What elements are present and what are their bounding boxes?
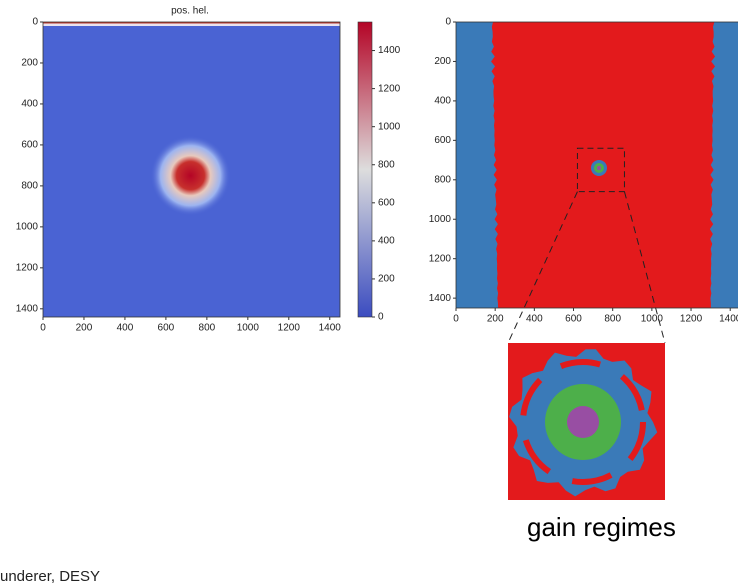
y-tick-label: 1200 — [16, 262, 39, 273]
blue-band — [710, 22, 738, 308]
y-tick-label: 1000 — [16, 222, 39, 233]
x-tick-label: 800 — [604, 314, 621, 325]
colorbar-tick-label: 1000 — [378, 121, 401, 132]
y-tick-label: 600 — [434, 135, 451, 146]
y-tick-label: 600 — [21, 140, 38, 151]
x-tick-label: 0 — [40, 323, 46, 334]
colorbar-tick-label: 1200 — [378, 83, 401, 94]
y-tick-label: 800 — [21, 181, 38, 192]
panel-title: pos. hel. — [171, 6, 209, 17]
footer: underer, DESY — [0, 568, 100, 585]
x-tick-label: 400 — [117, 323, 134, 334]
x-tick-label: 1400 — [319, 323, 342, 334]
x-tick-label: 1400 — [719, 314, 738, 325]
y-tick-label: 400 — [434, 96, 451, 107]
y-tick-label: 200 — [21, 58, 38, 69]
x-tick-label: 200 — [76, 323, 93, 334]
colorbar-tick-label: 800 — [378, 159, 395, 170]
x-tick-label: 0 — [453, 314, 459, 325]
y-tick-label: 400 — [21, 99, 38, 110]
heatmap-spot — [150, 136, 230, 216]
colorbar-tick-label: 0 — [378, 312, 384, 323]
x-tick-label: 600 — [158, 323, 175, 334]
colorbar-tick-label: 400 — [378, 236, 395, 247]
x-tick-label: 1200 — [278, 323, 301, 334]
y-tick-label: 1000 — [429, 214, 452, 225]
y-tick-label: 800 — [434, 174, 451, 185]
annotation: gain regimes — [527, 512, 676, 542]
y-tick-label: 1200 — [429, 253, 452, 264]
x-tick-label: 1000 — [641, 314, 664, 325]
y-tick-label: 200 — [434, 56, 451, 67]
inset-purple — [567, 406, 599, 438]
y-tick-label: 0 — [32, 17, 38, 28]
blue-band — [456, 22, 498, 308]
y-tick-label: 1400 — [429, 293, 452, 304]
x-tick-label: 1000 — [237, 323, 260, 334]
colorbar-tick-label: 200 — [378, 274, 395, 285]
spot — [597, 166, 601, 170]
colorbar-tick-label: 600 — [378, 197, 395, 208]
x-tick-label: 800 — [199, 323, 216, 334]
colorbar — [358, 22, 372, 317]
slide: pos. hel. gain regimes underer, DESY 0 20… — [0, 0, 738, 585]
y-tick-label: 1400 — [16, 303, 39, 314]
colorbar-tick-label: 1400 — [378, 45, 401, 56]
x-tick-label: 400 — [526, 314, 543, 325]
x-tick-label: 1200 — [680, 314, 703, 325]
x-tick-label: 600 — [565, 314, 582, 325]
y-tick-label: 0 — [445, 17, 451, 28]
x-tick-label: 200 — [487, 314, 504, 325]
